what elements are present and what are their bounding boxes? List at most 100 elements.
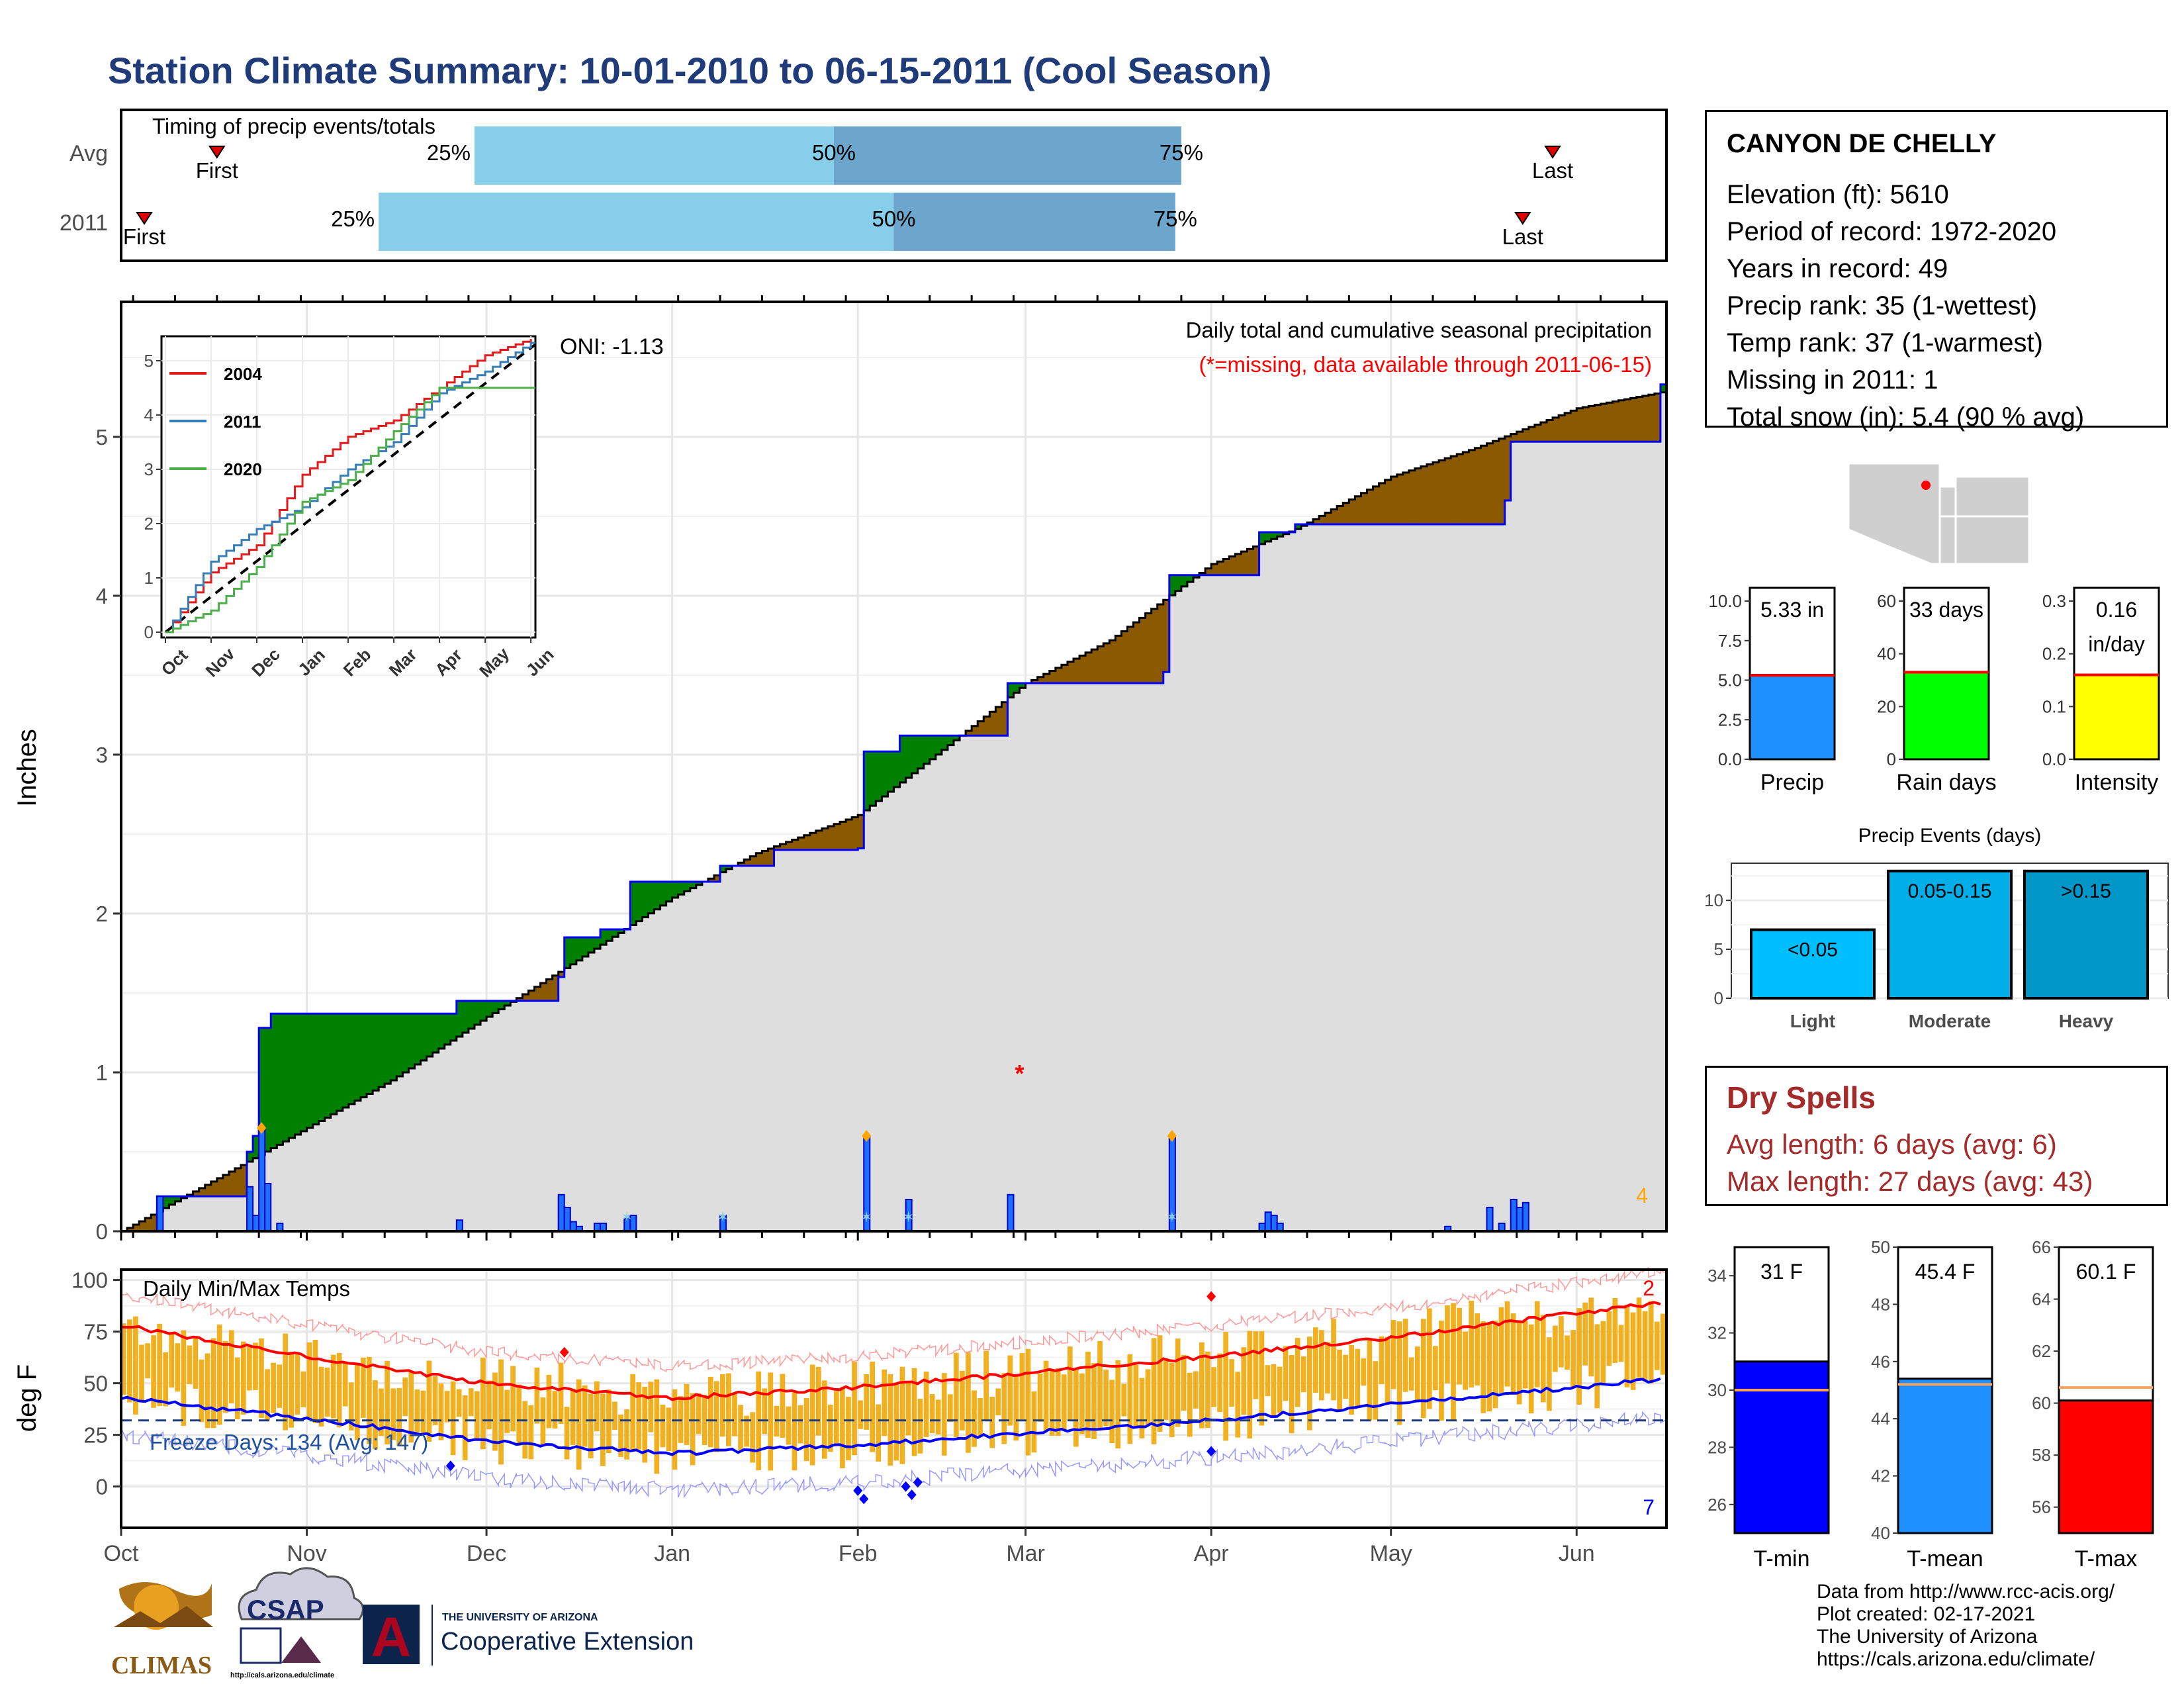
daily-temp-range-bar xyxy=(1612,1298,1618,1363)
below-average-band xyxy=(1127,626,1134,683)
below-average-band xyxy=(768,849,775,866)
above-average-band xyxy=(720,866,727,872)
record-low-marker-icon xyxy=(1206,1446,1216,1457)
daily-temp-range-bar xyxy=(1582,1302,1588,1366)
below-average-band xyxy=(1624,399,1631,442)
daily-temp-range-bar xyxy=(636,1382,642,1450)
mini-chart-value-unit: in/day xyxy=(2088,632,2144,656)
daily-temp-range-bar xyxy=(1163,1358,1169,1421)
below-average-band xyxy=(516,998,523,1001)
month-tick-label: Feb xyxy=(839,1541,878,1566)
mini-chart-label: Precip xyxy=(1760,770,1824,795)
mini-chart-label: Rain days xyxy=(1896,770,1996,795)
daily-temp-range-bar xyxy=(492,1372,498,1451)
daily-temp-range-bar xyxy=(283,1333,289,1430)
missing-note: (*=missing, data available through 2011-… xyxy=(1199,352,1652,377)
mini-chart-value: 0.16 xyxy=(2096,598,2137,622)
timing-bar-25-50 xyxy=(379,193,894,251)
station-elevation: Elevation (ft): 5610 xyxy=(1727,180,1949,209)
daily-temp-range-bar xyxy=(1217,1353,1222,1413)
below-average-band xyxy=(1085,652,1092,683)
above-average-band xyxy=(486,1001,493,1017)
temp-bar-label: T-mean xyxy=(1907,1546,1983,1571)
heavy-event-marker-icon xyxy=(1167,1130,1177,1142)
above-average-band xyxy=(318,1013,326,1121)
below-average-band xyxy=(1031,680,1038,683)
credit-url: https://cals.arizona.edu/climate/ xyxy=(1817,1648,2095,1670)
below-average-band xyxy=(1396,474,1404,524)
daily-temp-range-bar xyxy=(833,1391,839,1445)
above-average-band xyxy=(654,882,661,910)
daily-temp-range-bar xyxy=(1349,1344,1355,1415)
daily-temp-range-bar xyxy=(396,1387,402,1446)
daily-temp-range-bar xyxy=(660,1405,666,1448)
below-average-band xyxy=(989,712,996,736)
credit-data-source: Data from http://www.rcc-acis.org/ xyxy=(1817,1581,2115,1603)
above-average-band xyxy=(367,1013,373,1094)
below-average-band xyxy=(1654,393,1661,442)
daily-temp-range-bar xyxy=(768,1372,774,1471)
below-average-band xyxy=(1630,398,1637,442)
credits: Data from http://www.rcc-acis.org/ Plot … xyxy=(1817,1581,2115,1671)
daily-temp-range-bar xyxy=(1618,1325,1624,1362)
daily-temp-range-bar xyxy=(696,1393,702,1434)
daily-temp-range-bar xyxy=(216,1324,222,1425)
daily-temp-range-bar xyxy=(582,1385,588,1447)
above-average-band xyxy=(899,735,907,782)
credit-plot-date: Plot created: 02-17-2021 xyxy=(1817,1603,2036,1625)
mini-chart-y-tick-label: 10.0 xyxy=(1708,591,1742,611)
temp-bar-y-tick-label: 58 xyxy=(2032,1445,2051,1465)
above-average-band xyxy=(498,1001,505,1009)
below-average-band xyxy=(216,1178,224,1197)
daily-temp-range-bar xyxy=(588,1393,594,1458)
below-average-band xyxy=(1594,404,1602,442)
below-average-band xyxy=(846,819,852,850)
daily-temp-range-bar xyxy=(1570,1330,1576,1389)
daily-temp-range-bar xyxy=(247,1346,252,1391)
daily-temp-range-bar xyxy=(516,1384,522,1446)
daily-temp-range-bar xyxy=(713,1381,719,1452)
below-average-band xyxy=(1475,447,1482,524)
daily-temp-range-bar xyxy=(1565,1335,1570,1370)
daily-temp-range-bar xyxy=(1504,1301,1510,1387)
daily-temp-range-bar xyxy=(1331,1319,1336,1401)
daily-temp-range-bar xyxy=(1001,1373,1007,1444)
oni-label: ONI: -1.13 xyxy=(560,334,664,359)
daily-temp-range-bar xyxy=(1463,1331,1468,1390)
daily-temp-range-bar xyxy=(1498,1307,1504,1393)
daily-temp-range-bar xyxy=(300,1371,306,1407)
temp-bar-y-tick-label: 56 xyxy=(2032,1497,2051,1517)
temp-bar-label: T-min xyxy=(1754,1546,1810,1571)
above-average-band xyxy=(450,1013,457,1041)
daily-precip-bar xyxy=(156,1196,164,1232)
temp-panel-title: Daily Min/Max Temps xyxy=(143,1276,350,1301)
credit-university: The University of Arizona xyxy=(1817,1626,2038,1648)
below-average-band xyxy=(1109,640,1116,683)
daily-precip-bar xyxy=(569,1221,577,1232)
record-low-marker-icon xyxy=(853,1485,863,1496)
month-tick-label: Jun xyxy=(1559,1541,1595,1566)
daily-temp-range-bar xyxy=(642,1387,648,1463)
daily-temp-range-bar xyxy=(978,1397,983,1438)
above-average-band xyxy=(690,882,697,888)
timing-first-label: First xyxy=(123,224,165,249)
record-low-marker-icon xyxy=(901,1481,911,1492)
daily-temp-range-bar xyxy=(408,1370,414,1443)
daily-temp-range-bar xyxy=(797,1405,803,1444)
inset-y-tick-label: 4 xyxy=(144,405,154,425)
below-average-band xyxy=(1606,402,1614,442)
above-average-band xyxy=(660,882,667,906)
daily-temp-range-bar xyxy=(210,1338,216,1429)
above-average-band xyxy=(582,937,589,957)
precip-y-axis-label: Inches xyxy=(13,729,42,807)
above-average-band xyxy=(876,751,882,802)
daily-temp-range-bar xyxy=(702,1394,707,1445)
above-average-band xyxy=(600,929,607,945)
below-average-band xyxy=(983,716,990,736)
above-average-band xyxy=(678,882,685,895)
above-average-band xyxy=(420,1013,428,1060)
timing-label: Timing of precip events/totals xyxy=(152,114,435,138)
below-average-band xyxy=(1343,502,1349,524)
events-title: Precip Events (days) xyxy=(1858,825,2042,847)
